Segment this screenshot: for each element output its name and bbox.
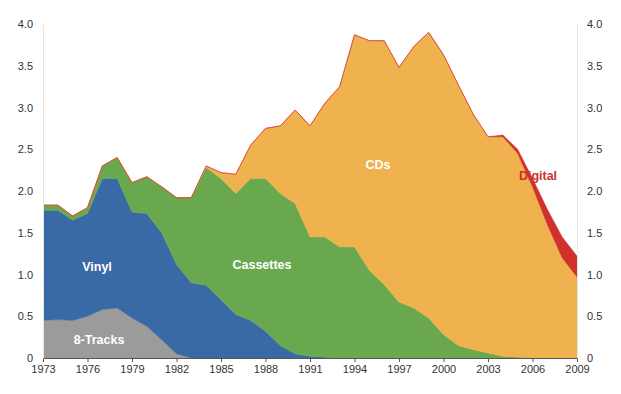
tick-label: 2.5 [587, 143, 602, 155]
tick-label: 2.0 [18, 185, 33, 197]
tick: 1994 [343, 358, 367, 375]
tick-label: 0.5 [587, 310, 602, 322]
tick: 1997 [387, 358, 411, 375]
tick-mark [444, 358, 445, 362]
chart: 1973 1976 1979 1982 1985 1988 1991 1994 1997 2000… [0, 0, 621, 394]
tick-label: 1973 [31, 363, 55, 375]
tick-mark [488, 358, 489, 362]
tick-label: 1976 [76, 363, 100, 375]
tick-label: 0.5 [18, 310, 33, 322]
area-4 [43, 32, 577, 277]
tick: 1985 [209, 358, 233, 375]
tick: 1976 [76, 358, 100, 375]
tick-label: 1.0 [587, 269, 602, 281]
tick: 3.0 [18, 102, 43, 114]
tick-label: 1991 [298, 363, 322, 375]
tick-label: 1.5 [587, 227, 602, 239]
tick: 2003 [476, 358, 500, 375]
tick-label: 4.0 [587, 18, 602, 30]
tick-label: 2003 [476, 363, 500, 375]
plot: 1973 1976 1979 1982 1985 1988 1991 1994 1997 2000… [18, 18, 603, 375]
tick-label: 2000 [432, 363, 456, 375]
series-label: Vinyl [82, 260, 112, 274]
tick: 2.0 [577, 185, 602, 197]
tick-mark [577, 358, 578, 362]
tick-mark [88, 358, 89, 362]
tick: 2006 [521, 358, 545, 375]
axis-line [577, 25, 578, 359]
tick-mark [132, 358, 133, 362]
tick-label: 2.0 [587, 185, 602, 197]
tick: 1991 [298, 358, 322, 375]
tick: 1979 [120, 358, 144, 375]
x-axis: 1973 1976 1979 1982 1985 1988 1991 1994 1997 2000… [31, 358, 589, 375]
tick: 0 [577, 352, 593, 364]
tick-label: 3.5 [587, 60, 602, 72]
tick-label: 1994 [343, 363, 367, 375]
tick: 1.0 [18, 269, 43, 281]
tick-label: 1.0 [18, 269, 33, 281]
tick-label: 2009 [565, 363, 589, 375]
tick-label: 0 [587, 352, 593, 364]
tick: 2000 [432, 358, 456, 375]
tick: 2.5 [577, 143, 602, 155]
tick-mark [266, 358, 267, 362]
series-label: 8-Tracks [74, 333, 125, 347]
areas [43, 32, 577, 358]
tick-label: 3.0 [587, 102, 602, 114]
tick-label: 2006 [521, 363, 545, 375]
tick-label: 4.0 [18, 18, 33, 30]
tick-label: 3.5 [18, 60, 33, 72]
tick: 0 [27, 352, 43, 364]
tick: 2.0 [18, 185, 43, 197]
tick-mark [533, 358, 534, 362]
tick: 4.0 [577, 18, 602, 30]
axis-line [43, 25, 44, 359]
tick-label: 2.5 [18, 143, 33, 155]
tick-mark [221, 358, 222, 362]
tick: 3.5 [577, 60, 602, 72]
axis-line [44, 359, 578, 363]
tick: 2.5 [18, 143, 43, 155]
tick: 0.5 [577, 310, 602, 322]
series-labels: 8-Tracks Vinyl Cassettes CDs Digital [74, 158, 557, 347]
y-axis-right: 0 0.5 1.0 1.5 2.0 2.5 3.0 3.5 4.0 [577, 18, 602, 364]
series-label: CDs [365, 158, 390, 172]
tick-mark [399, 358, 400, 362]
tick-label: 1979 [120, 363, 144, 375]
tick: 1988 [254, 358, 278, 375]
tick: 3.0 [577, 102, 602, 114]
tick-label: 1988 [254, 363, 278, 375]
tick-label: 3.0 [18, 102, 33, 114]
tick: 1.5 [18, 227, 43, 239]
y-axis-left: 0 0.5 1.0 1.5 2.0 2.5 3.0 3.5 4.0 [18, 18, 44, 364]
tick-label: 0 [27, 352, 33, 364]
tick: 1.0 [577, 269, 602, 281]
tick-label: 1.5 [18, 227, 33, 239]
tick-label: 1982 [165, 363, 189, 375]
tick-mark [310, 358, 311, 362]
tick: 1.5 [577, 227, 602, 239]
tick-label: 1985 [209, 363, 233, 375]
tick-mark [177, 358, 178, 362]
area-3 [43, 32, 577, 358]
tick-mark [355, 358, 356, 362]
tick: 0.5 [18, 310, 43, 322]
series-label: Cassettes [232, 258, 291, 272]
series-label: Digital [519, 169, 557, 183]
tick-label: 1997 [387, 363, 411, 375]
tick: 4.0 [18, 18, 43, 30]
tick-mark [43, 358, 44, 362]
tick: 1982 [165, 358, 189, 375]
tick: 1973 [31, 358, 55, 375]
tick: 3.5 [18, 60, 43, 72]
